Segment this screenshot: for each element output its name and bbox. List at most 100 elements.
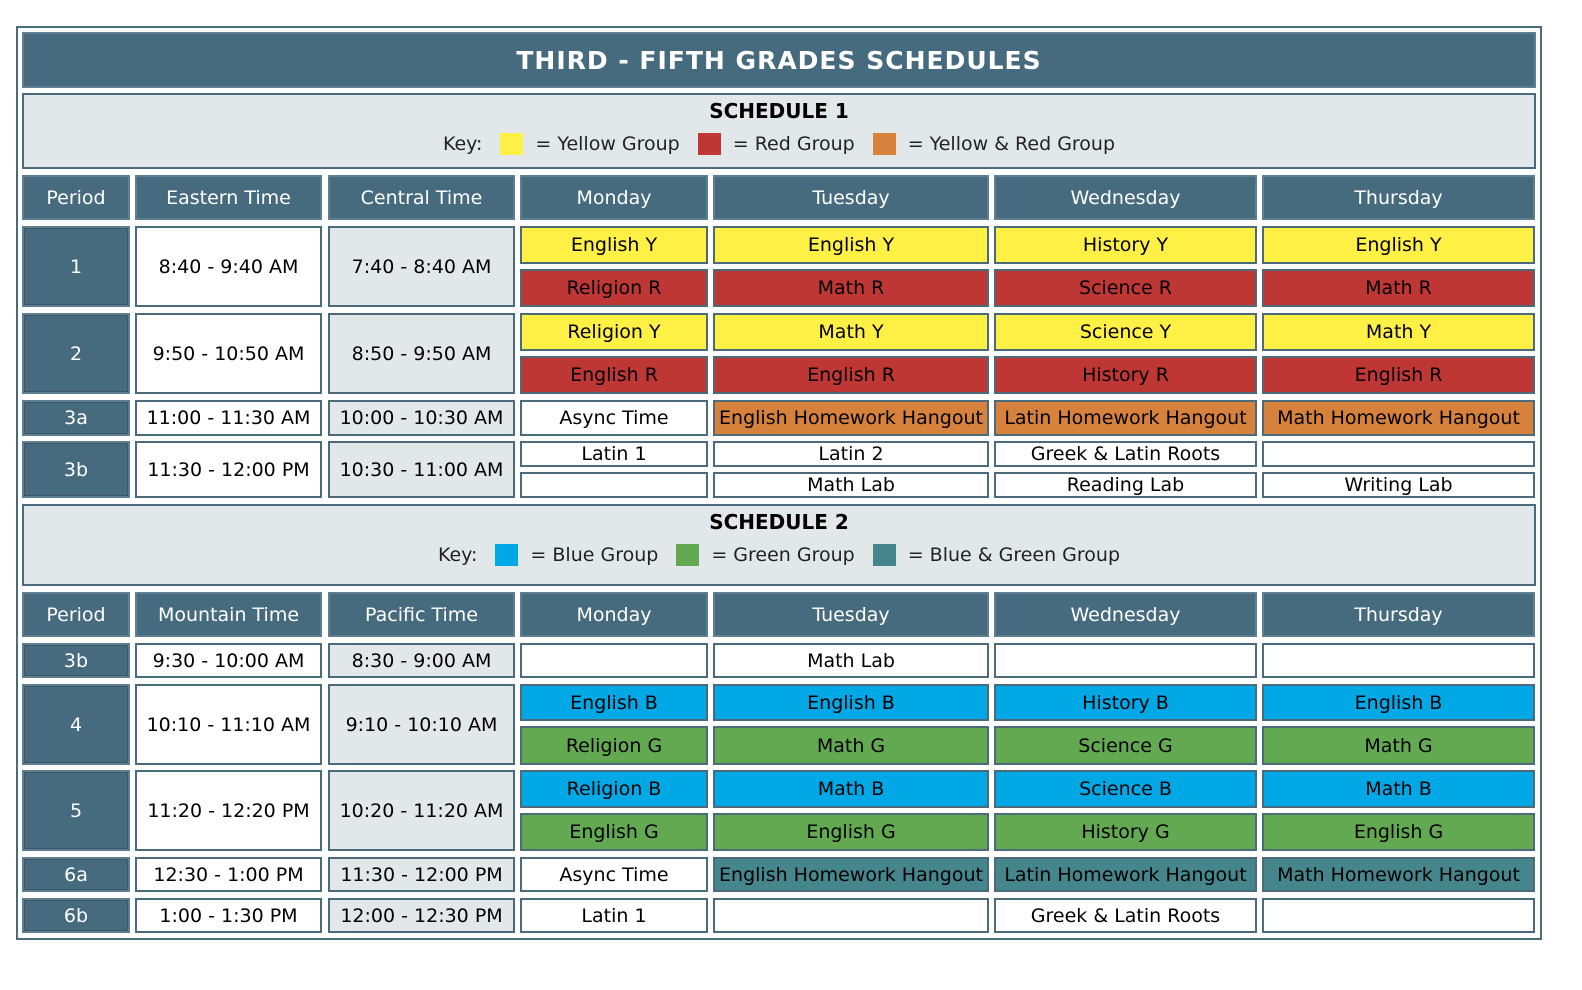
period-cell: 2 (22, 313, 130, 394)
class-cell: Science Y (994, 313, 1257, 351)
class-cell: English B (1262, 684, 1535, 721)
class-cell: English R (713, 356, 989, 394)
class-cell: Math G (1262, 726, 1535, 765)
column-header: Wednesday (994, 592, 1257, 637)
time-cell: 12:30 - 1:00 PM (135, 857, 322, 892)
class-cell (1262, 441, 1535, 467)
class-cell: English Homework Hangout (713, 857, 989, 892)
key-label: Key: (442, 133, 483, 155)
column-header: Pacific Time (328, 592, 515, 637)
time-cell: 8:50 - 9:50 AM (328, 313, 515, 394)
class-cell: Latin 2 (713, 441, 989, 467)
column-header: Monday (520, 175, 708, 220)
period-cell: 5 (22, 770, 130, 851)
class-cell: Religion R (520, 269, 708, 307)
column-header: Period (22, 592, 130, 637)
class-cell: Latin Homework Hangout (994, 400, 1257, 436)
color-key: Key: = Blue Group = Green Group = Blue & Gr… (438, 544, 1120, 566)
time-cell: 10:30 - 11:00 AM (328, 441, 515, 498)
class-cell: English R (1262, 356, 1535, 394)
period-cell: 4 (22, 684, 130, 765)
class-cell: Async Time (520, 400, 708, 436)
class-cell: Math Y (713, 313, 989, 351)
class-cell: Math Homework Hangout (1262, 400, 1535, 436)
class-cell: Religion G (520, 726, 708, 765)
column-header: Central Time (328, 175, 515, 220)
key-swatch-YR (872, 133, 896, 155)
key-label: = Red Group (732, 133, 855, 155)
class-cell: Math Lab (713, 472, 989, 498)
key-label: Key: (437, 544, 478, 566)
class-cell: Writing Lab (1262, 472, 1535, 498)
schedule-heading: SCHEDULE 2 (709, 510, 849, 534)
key-label: = Green Group (711, 544, 855, 566)
color-key: Key: = Yellow Group = Red Group = Yellow & … (443, 133, 1115, 155)
class-cell: English Y (713, 226, 989, 264)
time-cell: 1:00 - 1:30 PM (135, 898, 322, 933)
key-label: = Blue Group (530, 544, 659, 566)
period-cell: 6b (22, 898, 130, 933)
class-cell: Religion B (520, 770, 708, 808)
class-cell: Math G (713, 726, 989, 765)
class-cell: English B (520, 684, 708, 721)
class-cell: Latin Homework Hangout (994, 857, 1257, 892)
time-cell: 9:30 - 10:00 AM (135, 643, 322, 678)
period-cell: 3b (22, 441, 130, 498)
key-label: = Yellow & Red Group (907, 133, 1116, 155)
class-cell: Latin 1 (520, 441, 708, 467)
class-cell: Math B (713, 770, 989, 808)
time-cell: 10:20 - 11:20 AM (328, 770, 515, 851)
class-cell: Math Y (1262, 313, 1535, 351)
time-cell: 10:10 - 11:10 AM (135, 684, 322, 765)
time-cell: 12:00 - 12:30 PM (328, 898, 515, 933)
class-cell: Religion Y (520, 313, 708, 351)
class-cell (520, 643, 708, 678)
schedule-heading: SCHEDULE 1 (709, 99, 849, 123)
key-swatch-G (676, 544, 700, 566)
column-header: Thursday (1262, 175, 1535, 220)
class-cell (1262, 643, 1535, 678)
schedule-1-header: SCHEDULE 1 Key: = Yellow Group = Red Group… (22, 93, 1536, 169)
class-cell: Science B (994, 770, 1257, 808)
time-cell: 10:00 - 10:30 AM (328, 400, 515, 436)
class-cell: English Y (520, 226, 708, 264)
class-cell: English Homework Hangout (713, 400, 989, 436)
time-cell: 11:30 - 12:00 PM (328, 857, 515, 892)
column-header: Tuesday (713, 175, 989, 220)
class-cell: History Y (994, 226, 1257, 264)
class-cell: Math R (713, 269, 989, 307)
class-cell: Reading Lab (994, 472, 1257, 498)
period-cell: 3b (22, 643, 130, 678)
column-header: Mountain Time (135, 592, 322, 637)
class-cell: English R (520, 356, 708, 394)
class-cell: Math B (1262, 770, 1535, 808)
page-title: THIRD - FIFTH GRADES SCHEDULES (22, 32, 1536, 88)
class-cell: English G (520, 813, 708, 851)
class-cell: Science G (994, 726, 1257, 765)
schedule-2-header: SCHEDULE 2 Key: = Blue Group = Green Group… (22, 504, 1536, 586)
key-swatch-BG (872, 544, 896, 566)
time-cell: 11:20 - 12:20 PM (135, 770, 322, 851)
time-cell: 9:10 - 10:10 AM (328, 684, 515, 765)
class-cell: English B (713, 684, 989, 721)
time-cell: 11:30 - 12:00 PM (135, 441, 322, 498)
column-header: Wednesday (994, 175, 1257, 220)
time-cell: 7:40 - 8:40 AM (328, 226, 515, 307)
class-cell (1262, 898, 1535, 933)
class-cell: Async Time (520, 857, 708, 892)
column-header: Period (22, 175, 130, 220)
time-cell: 8:30 - 9:00 AM (328, 643, 515, 678)
class-cell: Math Lab (713, 643, 989, 678)
class-cell: Math R (1262, 269, 1535, 307)
period-cell: 3a (22, 400, 130, 436)
key-swatch-R (697, 133, 721, 155)
class-cell: Greek & Latin Roots (994, 898, 1257, 933)
key-label: = Yellow Group (535, 133, 680, 155)
class-cell: History B (994, 684, 1257, 721)
time-cell: 8:40 - 9:40 AM (135, 226, 322, 307)
class-cell (994, 643, 1257, 678)
class-cell: English G (1262, 813, 1535, 851)
class-cell: Science R (994, 269, 1257, 307)
key-swatch-B (495, 544, 519, 566)
class-cell: Math Homework Hangout (1262, 857, 1535, 892)
